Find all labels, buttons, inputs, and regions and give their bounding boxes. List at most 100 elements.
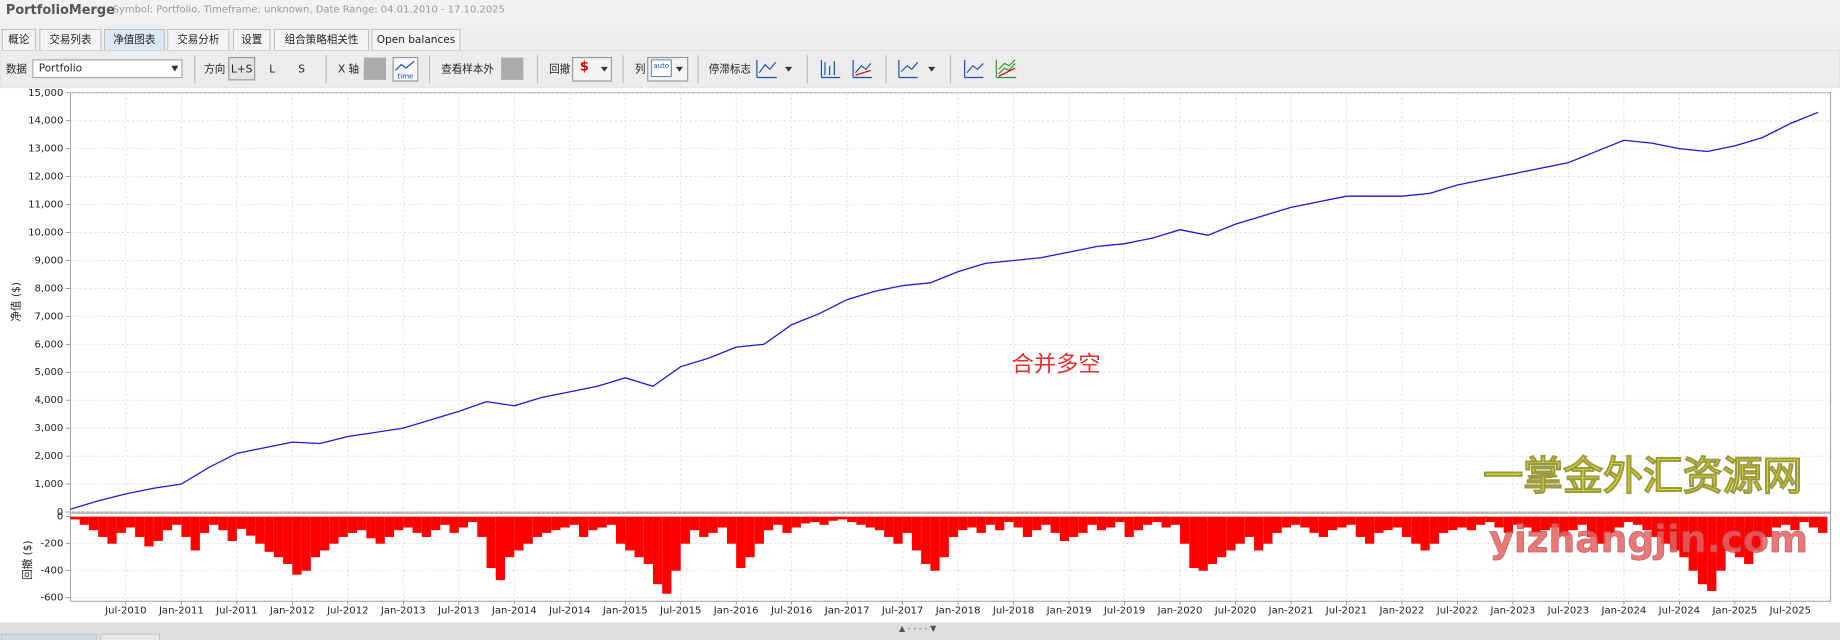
direction-option[interactable]: L bbox=[269, 63, 275, 75]
drawdown-bar bbox=[1605, 516, 1615, 533]
tool-button[interactable] bbox=[898, 59, 919, 79]
drawdown-bar bbox=[634, 516, 644, 558]
drawdown-bar bbox=[1642, 516, 1652, 531]
drawdown-bar bbox=[458, 516, 469, 528]
direction-ls-button[interactable] bbox=[228, 56, 256, 81]
drawdown-bar bbox=[477, 516, 487, 537]
drawdown-bar bbox=[1679, 516, 1689, 558]
drawdown-bar bbox=[1392, 516, 1402, 528]
y-tick-label: 13,000 bbox=[28, 144, 63, 155]
direction-option[interactable]: L+S bbox=[231, 63, 253, 75]
drawdown-bar bbox=[763, 516, 774, 531]
drawdown-bar bbox=[1318, 516, 1328, 537]
drawdown-bar bbox=[976, 516, 986, 533]
tool-button[interactable] bbox=[852, 59, 872, 79]
drawdown-bar bbox=[1466, 516, 1476, 531]
data-dropdown[interactable] bbox=[32, 59, 183, 79]
tab-label[interactable]: 设置 bbox=[241, 34, 262, 46]
drawdown-bar bbox=[375, 516, 385, 544]
drawdown-bar bbox=[1013, 516, 1023, 528]
drawdown-bar bbox=[865, 516, 875, 528]
drawdown-bar bbox=[1485, 516, 1495, 523]
drawdown-bar bbox=[736, 516, 746, 569]
splitter[interactable]: ▲ - - - - ▼ bbox=[899, 623, 937, 633]
drawdown-bar bbox=[1540, 516, 1550, 531]
x-tick-label: Jan-2012 bbox=[269, 606, 315, 617]
icon bbox=[650, 59, 672, 77]
marks bbox=[70, 111, 1828, 594]
drawdown-bar bbox=[98, 516, 108, 537]
direction-option[interactable]: S bbox=[298, 63, 305, 75]
drawdown-bar bbox=[218, 516, 228, 531]
tab-label[interactable]: 组合策略相关性 bbox=[285, 33, 359, 46]
tool-button[interactable] bbox=[995, 59, 1017, 79]
y-axis-title: 净值 ($) bbox=[9, 282, 22, 321]
drawdown-bar bbox=[338, 516, 348, 537]
drawdown-bar bbox=[902, 516, 912, 533]
tab-label[interactable]: 交易分析 bbox=[177, 33, 220, 46]
drawdown-bar bbox=[662, 516, 672, 594]
drawdown-bar bbox=[856, 516, 866, 525]
icon bbox=[998, 67, 1016, 77]
drawdown-bar bbox=[1734, 516, 1745, 558]
drawdown-bar bbox=[1272, 516, 1282, 533]
y-tick-label: -400 bbox=[41, 566, 64, 577]
out-of-sample-button[interactable] bbox=[501, 57, 524, 80]
tool-button[interactable] bbox=[964, 59, 984, 79]
drawdown-bar bbox=[921, 516, 931, 564]
drawdown-bar bbox=[1549, 516, 1560, 528]
drawdown-bar bbox=[1531, 516, 1541, 533]
drawdown-bar bbox=[939, 516, 949, 558]
drawdown-bar bbox=[70, 516, 80, 520]
x-tick-label: Jan-2022 bbox=[1379, 606, 1425, 617]
watermark: yizhangjin.com bbox=[1489, 517, 1808, 561]
drawdown-bar bbox=[680, 516, 690, 544]
stagnation-button[interactable] bbox=[756, 59, 777, 79]
drawdown-bar bbox=[440, 516, 450, 525]
drawdown-bar bbox=[985, 516, 996, 525]
tab-label[interactable]: Open balances bbox=[377, 34, 456, 46]
drawdown-bar bbox=[1374, 516, 1384, 533]
tool-button[interactable] bbox=[820, 59, 841, 79]
drawdown-bar bbox=[403, 516, 413, 528]
x-tick-label: Jan-2019 bbox=[1046, 606, 1092, 617]
drawdown-bar bbox=[1337, 516, 1347, 528]
drawdown-bar bbox=[1688, 516, 1698, 571]
drawdown-bar bbox=[930, 516, 940, 571]
drawdown-bar bbox=[1263, 516, 1273, 544]
tab-label[interactable]: 概论 bbox=[8, 33, 30, 46]
drawdown-bar bbox=[1725, 516, 1735, 551]
drawdown-bar bbox=[1771, 516, 1782, 528]
drawdown-bar bbox=[911, 516, 922, 551]
x-axis-bars-button[interactable] bbox=[363, 57, 387, 80]
y-tick-label: 3,000 bbox=[35, 423, 64, 434]
drawdown-bar bbox=[449, 516, 459, 533]
drawdown-bar bbox=[708, 516, 718, 533]
x-tick-label: Jul-2013 bbox=[437, 606, 479, 617]
drawdown-bar bbox=[1217, 516, 1227, 558]
drawdown-button[interactable] bbox=[572, 56, 612, 82]
bottom-tab[interactable] bbox=[100, 633, 160, 640]
tab-label[interactable]: 净值图表 bbox=[113, 33, 156, 46]
bottom-tab[interactable] bbox=[0, 633, 97, 640]
x-tick-label: Jul-2024 bbox=[1658, 606, 1700, 617]
drawdown-bar bbox=[837, 516, 848, 520]
x-tick-label: Jul-2021 bbox=[1325, 606, 1367, 617]
drawdown-bar bbox=[1207, 516, 1218, 564]
drawdown-bar bbox=[874, 516, 885, 531]
drawdown-bar bbox=[1059, 516, 1070, 542]
drawdown-bar bbox=[107, 516, 117, 544]
drawdown-bar bbox=[1022, 516, 1033, 537]
drawdown-bar bbox=[292, 516, 302, 575]
drawdown-bar bbox=[1143, 516, 1153, 525]
drawdown-bar bbox=[1716, 516, 1726, 571]
drawdown-bar bbox=[689, 516, 700, 531]
drawdown-bar bbox=[116, 516, 126, 533]
tab-label[interactable]: 交易列表 bbox=[49, 33, 92, 46]
y-tick-label: 5,000 bbox=[35, 367, 64, 378]
drawdown-bar bbox=[958, 516, 968, 531]
status-bar bbox=[0, 622, 1840, 640]
drawdown-bar bbox=[1762, 516, 1772, 537]
watermark: 一掌金外汇资源网 bbox=[1483, 454, 1802, 500]
drawdown-bar bbox=[1180, 516, 1190, 544]
